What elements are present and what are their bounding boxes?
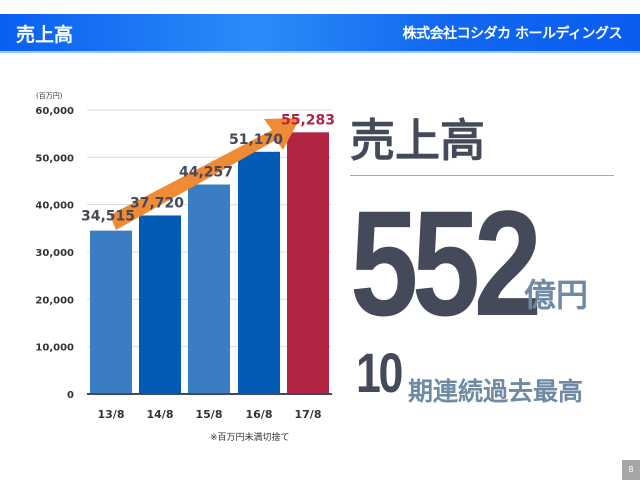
y-tick-label: 50,000 bbox=[35, 153, 74, 164]
x-tick-label: 15/8 bbox=[196, 408, 223, 421]
x-tick-label: 17/8 bbox=[295, 408, 322, 421]
header-bar: 売上高 株式会社コシダカ ホールディングス bbox=[0, 14, 640, 53]
x-tick-label: 16/8 bbox=[246, 408, 273, 421]
bar-15/8 bbox=[188, 184, 230, 394]
streak-text: 期連続過去最高 bbox=[408, 377, 584, 406]
data-label: 44,257 bbox=[179, 165, 233, 181]
y-tick-label: 30,000 bbox=[35, 248, 74, 259]
sales-unit: 億円 bbox=[524, 276, 589, 314]
page-number: 8 bbox=[622, 460, 640, 480]
streak-number: 10 bbox=[356, 341, 403, 404]
data-label: 55,283 bbox=[281, 112, 335, 128]
bar-14/8 bbox=[139, 215, 181, 394]
header-title: 売上高 bbox=[16, 24, 74, 46]
bar-13/8 bbox=[90, 230, 132, 394]
section-title: 売上高 bbox=[350, 114, 486, 167]
y-unit-label: (百万円) bbox=[36, 92, 63, 100]
y-tick-label: 60,000 bbox=[35, 106, 74, 117]
divider bbox=[350, 175, 614, 176]
y-tick-label: 0 bbox=[67, 390, 74, 401]
data-label: 37,720 bbox=[130, 195, 184, 211]
bar-16/8 bbox=[238, 151, 280, 394]
sales-bar-chart: (百万円) 0 10,000 20,000 30,000 40,000 50,000 60,0… bbox=[35, 92, 335, 443]
x-tick-label: 13/8 bbox=[98, 408, 125, 421]
y-tick-label: 40,000 bbox=[35, 201, 74, 212]
data-label: 34,515 bbox=[81, 209, 135, 225]
data-label: 51,170 bbox=[229, 132, 283, 148]
sales-big-value: 552 bbox=[350, 179, 542, 347]
growth-arrow bbox=[110, 118, 300, 230]
bar-17/8 bbox=[287, 132, 329, 394]
x-tick-label: 14/8 bbox=[147, 408, 174, 421]
y-tick-label: 20,000 bbox=[35, 295, 74, 306]
chart-footnote: ※百万円未満切捨て bbox=[210, 431, 290, 443]
company-logo: 株式会社コシダカ ホールディングス bbox=[402, 26, 623, 42]
y-tick-label: 10,000 bbox=[35, 343, 74, 354]
